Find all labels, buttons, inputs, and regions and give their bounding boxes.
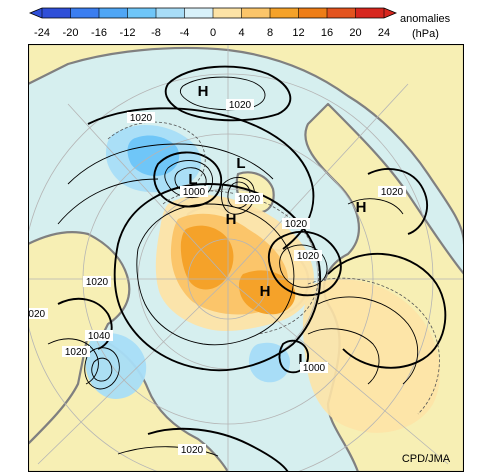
svg-text:1020: 1020 [86,277,109,288]
colorbar-segment [184,8,214,18]
isobar-north-pacific-1 [317,296,419,385]
pressure-map: H L L H H H L 1020 1020 1000 1020 1020 1… [28,44,464,472]
anomaly-positive-eastern-eurasia [238,270,296,315]
isobar-bottom-1 [147,427,289,472]
contour-label: 1020 [62,346,90,358]
contour-label: 1020 [178,444,206,456]
colorbar-segment [127,8,157,18]
pressure-system-labels: H L L H H H L [188,83,366,368]
pressure-system-high: H [198,83,209,100]
colorbar-segment [42,8,71,18]
colorbar-tick-label: 20 [349,27,361,39]
svg-text:1000: 1000 [303,363,326,374]
isobar-north-atlantic-1 [57,297,113,350]
isobar-arctic-3 [57,178,159,225]
contour-label: 1020 [83,276,111,288]
anomaly-negative-western-pacific [248,342,290,383]
colorbar-segments [28,7,398,19]
contour-label: 1020 [282,218,310,230]
svg-text:1020: 1020 [130,113,153,124]
isobar-greenland-loop [221,177,255,215]
colorbar-segment [355,8,385,18]
contour-label: 1000 [180,186,208,198]
svg-text:1020: 1020 [28,309,46,320]
anomaly-positive-north-pacific [303,279,441,433]
colorbar-tick-label: 16 [321,27,333,39]
svg-text:1020: 1020 [238,194,261,205]
svg-text:1020: 1020 [285,219,308,230]
svg-text:1040: 1040 [88,331,111,342]
svg-text:1020: 1020 [65,347,88,358]
colorbar-unit: (hPa) [412,28,439,40]
anomaly-zero-lines [107,121,440,415]
colorbar-tick-label: -12 [120,27,136,39]
isobar-low-pacific-1 [153,151,223,208]
isobar-east-2 [347,198,404,215]
colorbar-min-arrow [30,8,42,18]
isobar-high-top [164,65,292,122]
svg-text:1020: 1020 [381,187,404,198]
svg-text:1020: 1020 [181,445,204,456]
anomaly-colorbar: -24 -20 -16 -12 -8 -4 0 4 8 12 16 20 24 anomalies (h… [28,7,451,40]
colorbar-max-arrow [384,8,396,18]
contour-label: 1040 [85,330,113,342]
colorbar-segment [156,8,185,18]
colorbar-tick-label: 4 [238,27,244,39]
colorbar-segment [327,8,356,18]
pressure-system-low: L [188,171,197,188]
contour-labels: 1020 1020 1000 1020 1020 1020 1020 1020 … [28,99,406,456]
isobar-bottom-2 [117,446,219,457]
colorbar-tick-label: 8 [267,27,273,39]
pressure-system-high: H [260,283,271,300]
pressure-system-high: H [226,211,237,228]
svg-text:1000: 1000 [183,187,206,198]
contour-label: 1020 [127,112,155,124]
colorbar-tick-label: -16 [91,27,107,39]
isobar-americas-high-1 [84,347,120,390]
isobar-arctic-2 [67,143,274,185]
colorbar-tick-label: -8 [151,27,161,39]
colorbar-tick-label: -20 [63,27,79,39]
colorbar-tick-label: 12 [292,27,304,39]
isobar-pacific-high [327,253,447,369]
contour-label: 1020 [378,186,406,198]
pressure-system-low: L [298,351,307,368]
colorbar-segment [213,8,242,18]
colorbar-tick-label: 24 [378,27,390,39]
isobar-north-atlantic-2 [47,338,99,385]
colorbar-tick-label: -24 [34,27,50,39]
colorbar-ticks: -24 -20 -16 -12 -8 -4 0 4 8 12 16 20 24 [34,8,390,39]
contour-label: 1020 [226,99,254,111]
anomaly-negative-pacific-core [127,135,180,176]
colorbar-segment [298,8,328,18]
isobar-americas-high-2 [91,357,113,382]
isobar-ring-1 [113,183,321,372]
isobar-low-core-1 [227,181,251,209]
isobar-ring-2 [136,203,295,346]
land-eurasia-north [28,44,464,246]
colorbar-segment [70,8,100,18]
anomaly-shading [85,124,441,433]
colorbar-segment [99,8,128,18]
colorbar-tick-label: -4 [180,27,190,39]
isobar-east-1 [367,168,428,235]
pressure-system-high: H [356,199,367,216]
isobar-arctic-1 [87,107,315,250]
colorbar-title: anomalies [400,13,451,25]
colorbar-segment [270,8,299,18]
isobar-north-pacific-2 [307,328,380,385]
contour-label: 1020 [235,193,263,205]
contour-label: 1000 [300,362,328,374]
svg-text:1020: 1020 [229,100,252,111]
svg-text:1020: 1020 [297,251,320,262]
isobars [47,65,447,472]
map-credit: CPD/JMA [402,453,451,465]
contour-label: 1020 [294,250,322,262]
colorbar-tick-label: 0 [210,27,216,39]
colorbar-segment [241,8,271,18]
pressure-system-low: L [236,155,245,172]
map-frame [28,44,464,472]
contour-label: 1020 [28,308,48,320]
anomaly-negative-north-atlantic [85,333,147,399]
